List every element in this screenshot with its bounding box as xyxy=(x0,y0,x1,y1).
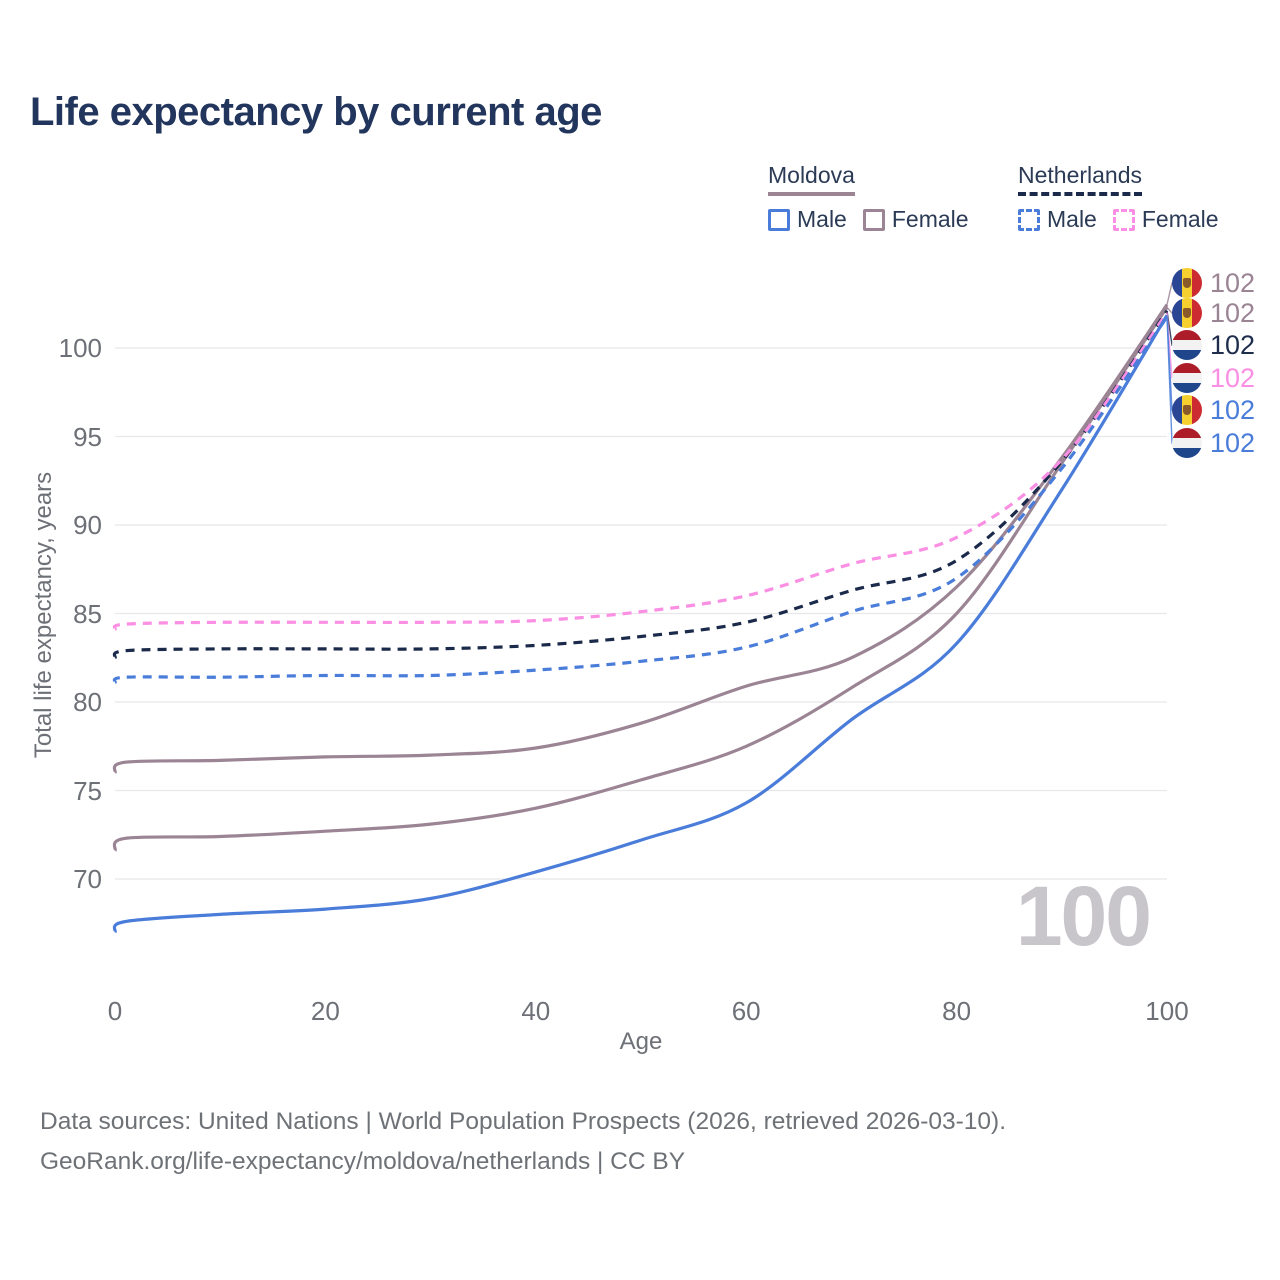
legend-item-netherlands-male[interactable]: Male xyxy=(1018,206,1097,233)
x-tick-label-60: 60 xyxy=(731,996,761,1026)
line-moldova-male xyxy=(112,314,1169,934)
footer-attribution: GeoRank.org/life-expectancy/moldova/neth… xyxy=(40,1148,686,1175)
y-tick-label-100: 100 xyxy=(58,333,102,363)
legend-item-label: Male xyxy=(1047,206,1097,232)
end-label-value: 102 xyxy=(1210,267,1256,298)
x-tick-label-0: 0 xyxy=(107,996,123,1026)
legend-items-netherlands: Male Female xyxy=(1018,206,1219,233)
line-moldova-total xyxy=(112,306,1169,852)
y-tick-label-95: 95 xyxy=(73,421,102,452)
moldova-flag-icon xyxy=(1172,298,1202,328)
legend-item-moldova-male[interactable]: Male xyxy=(768,206,847,233)
y-tick-label-75: 75 xyxy=(73,775,102,806)
age-counter-watermark: 100 xyxy=(1015,869,1152,963)
end-label-value: 102 xyxy=(1210,329,1256,360)
x-tick-label-100: 100 xyxy=(1145,996,1189,1026)
x-tick-label-80: 80 xyxy=(942,996,972,1026)
legend-item-netherlands-female[interactable]: Female xyxy=(1112,206,1219,233)
legend-item-label: Female xyxy=(891,206,969,232)
y-tick-label-90: 90 xyxy=(73,510,102,540)
end-label-netherlands-total: 102 xyxy=(1172,329,1255,361)
legend-group-netherlands: Netherlands Male Female xyxy=(1018,162,1219,233)
x-axis-title: Age xyxy=(619,1028,663,1055)
end-label-moldova-total: 102 xyxy=(1172,297,1255,329)
end-label-value: 102 xyxy=(1210,427,1256,458)
page-title: Life expectancy by current age xyxy=(30,90,602,134)
netherlands-flag-icon xyxy=(1172,428,1202,458)
y-tick-label-85: 85 xyxy=(73,598,102,629)
end-label-moldova-female: 102 xyxy=(1172,267,1255,299)
moldova-female-swatch-icon xyxy=(862,208,885,231)
x-tick-label-40: 40 xyxy=(521,996,551,1026)
legend-heading-netherlands: Netherlands xyxy=(1018,162,1143,196)
netherlands-flag-icon xyxy=(1172,363,1202,393)
end-label-netherlands-male: 102 xyxy=(1172,427,1255,459)
netherlands-male-swatch-icon xyxy=(1018,208,1040,231)
legend-items-moldova: Male Female xyxy=(768,206,969,233)
netherlands-flag-icon xyxy=(1172,330,1202,360)
end-label-value: 102 xyxy=(1210,297,1256,328)
legend-item-moldova-female[interactable]: Female xyxy=(862,206,969,233)
end-label-value: 102 xyxy=(1210,394,1256,425)
line-netherlands-total xyxy=(112,309,1169,660)
legend-item-label: Male xyxy=(797,206,847,232)
y-tick-label-70: 70 xyxy=(73,864,102,894)
moldova-male-swatch-icon xyxy=(768,208,790,231)
moldova-flag-icon xyxy=(1172,395,1202,425)
end-label-value: 102 xyxy=(1210,362,1256,393)
y-axis-title: Total life expectancy, years xyxy=(30,471,57,759)
line-netherlands-female xyxy=(112,311,1169,631)
y-tick-label-80: 80 xyxy=(73,687,102,717)
legend-item-label: Female xyxy=(1141,206,1219,232)
legend-heading-moldova: Moldova xyxy=(768,162,855,196)
end-label-moldova-male: 102 xyxy=(1172,394,1255,426)
line-moldova-female xyxy=(112,303,1169,774)
legend-group-moldova: Moldova Male Female xyxy=(768,162,969,233)
x-tick-label-20: 20 xyxy=(310,996,340,1026)
end-label-netherlands-female: 102 xyxy=(1172,362,1255,394)
moldova-flag-icon xyxy=(1172,268,1202,298)
footer-data-sources: Data sources: United Nations | World Pop… xyxy=(40,1108,1007,1135)
line-netherlands-male xyxy=(112,316,1169,684)
netherlands-female-swatch-icon xyxy=(1112,208,1135,231)
